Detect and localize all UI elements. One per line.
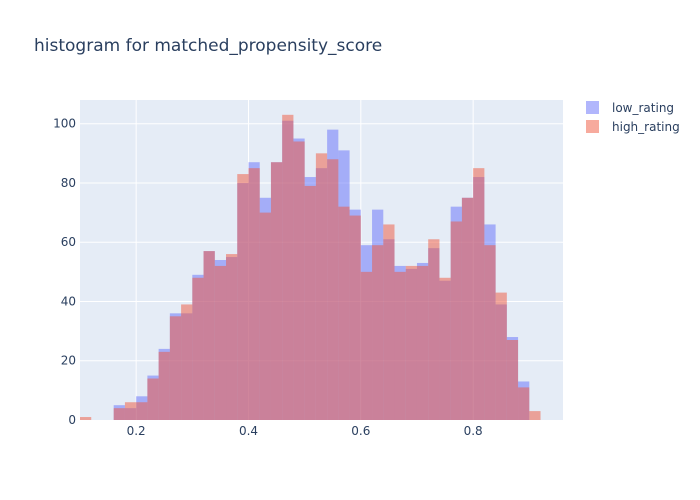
bars-layer (80, 114, 541, 421)
bar-high_rating[interactable] (147, 378, 159, 420)
legend-swatch (586, 120, 599, 133)
bar-high_rating[interactable] (405, 265, 417, 420)
legend-label: low_rating (612, 101, 674, 115)
bar-high_rating[interactable] (518, 387, 530, 420)
bar-high_rating[interactable] (450, 221, 462, 420)
bar-high_rating[interactable] (203, 251, 215, 420)
bar-high_rating[interactable] (360, 271, 373, 420)
bar-high_rating[interactable] (439, 277, 451, 420)
bar-high_rating[interactable] (124, 402, 137, 420)
bar-high_rating[interactable] (495, 292, 507, 420)
x-tick-label: 0.6 (351, 424, 370, 438)
bar-high_rating[interactable] (315, 153, 328, 421)
bar-high_rating[interactable] (428, 239, 440, 420)
bar-high_rating[interactable] (338, 206, 350, 420)
chart-title: histogram for matched_propensity_score (34, 36, 382, 56)
bar-high_rating[interactable] (158, 351, 170, 420)
bar-high_rating[interactable] (383, 224, 395, 420)
bar-high_rating[interactable] (270, 162, 283, 420)
bar-high_rating[interactable] (473, 168, 485, 420)
bar-high_rating[interactable] (484, 245, 496, 420)
bar-high_rating[interactable] (282, 114, 294, 420)
y-tick-label: 80 (61, 176, 76, 190)
legend-swatch (586, 101, 599, 114)
bar-high_rating[interactable] (461, 197, 474, 420)
bar-high_rating[interactable] (394, 271, 406, 420)
bar-high_rating[interactable] (181, 304, 193, 420)
y-tick-label: 60 (61, 235, 76, 249)
y-axis-ticks: 0 20 40 60 80 100 (53, 117, 76, 427)
bar-high_rating[interactable] (113, 408, 125, 420)
x-axis-ticks: 0.2 0.4 0.6 0.8 (127, 424, 483, 438)
bar-high_rating[interactable] (226, 254, 238, 420)
y-tick-label: 40 (61, 294, 76, 308)
bar-high_rating[interactable] (372, 245, 384, 420)
y-tick-label: 100 (53, 117, 76, 131)
bar-high_rating[interactable] (169, 316, 182, 420)
x-tick-label: 0.2 (127, 424, 146, 438)
bar-high_rating[interactable] (349, 215, 361, 420)
legend-label: high_rating (612, 120, 680, 134)
bar-high_rating[interactable] (80, 417, 92, 420)
bar-high_rating[interactable] (259, 212, 271, 420)
bar-high_rating[interactable] (506, 340, 519, 420)
legend-item-high_rating[interactable]: high_rating (586, 120, 680, 134)
bar-high_rating[interactable] (214, 265, 227, 420)
bar-high_rating[interactable] (327, 159, 339, 420)
bar-high_rating[interactable] (237, 174, 249, 420)
legend-item-low_rating[interactable]: low_rating (586, 101, 674, 115)
x-tick-label: 0.8 (464, 424, 483, 438)
x-tick-label: 0.4 (239, 424, 258, 438)
bar-high_rating[interactable] (304, 185, 316, 420)
y-tick-label: 0 (68, 413, 76, 427)
bar-high_rating[interactable] (293, 141, 305, 420)
bar-high_rating[interactable] (192, 277, 204, 420)
series-high_rating (80, 114, 541, 421)
y-tick-label: 20 (61, 354, 76, 368)
bar-high_rating[interactable] (529, 411, 541, 420)
bar-high_rating[interactable] (248, 168, 260, 420)
legend: low_rating high_rating (586, 101, 680, 134)
bar-high_rating[interactable] (136, 402, 148, 420)
bar-high_rating[interactable] (416, 265, 429, 420)
